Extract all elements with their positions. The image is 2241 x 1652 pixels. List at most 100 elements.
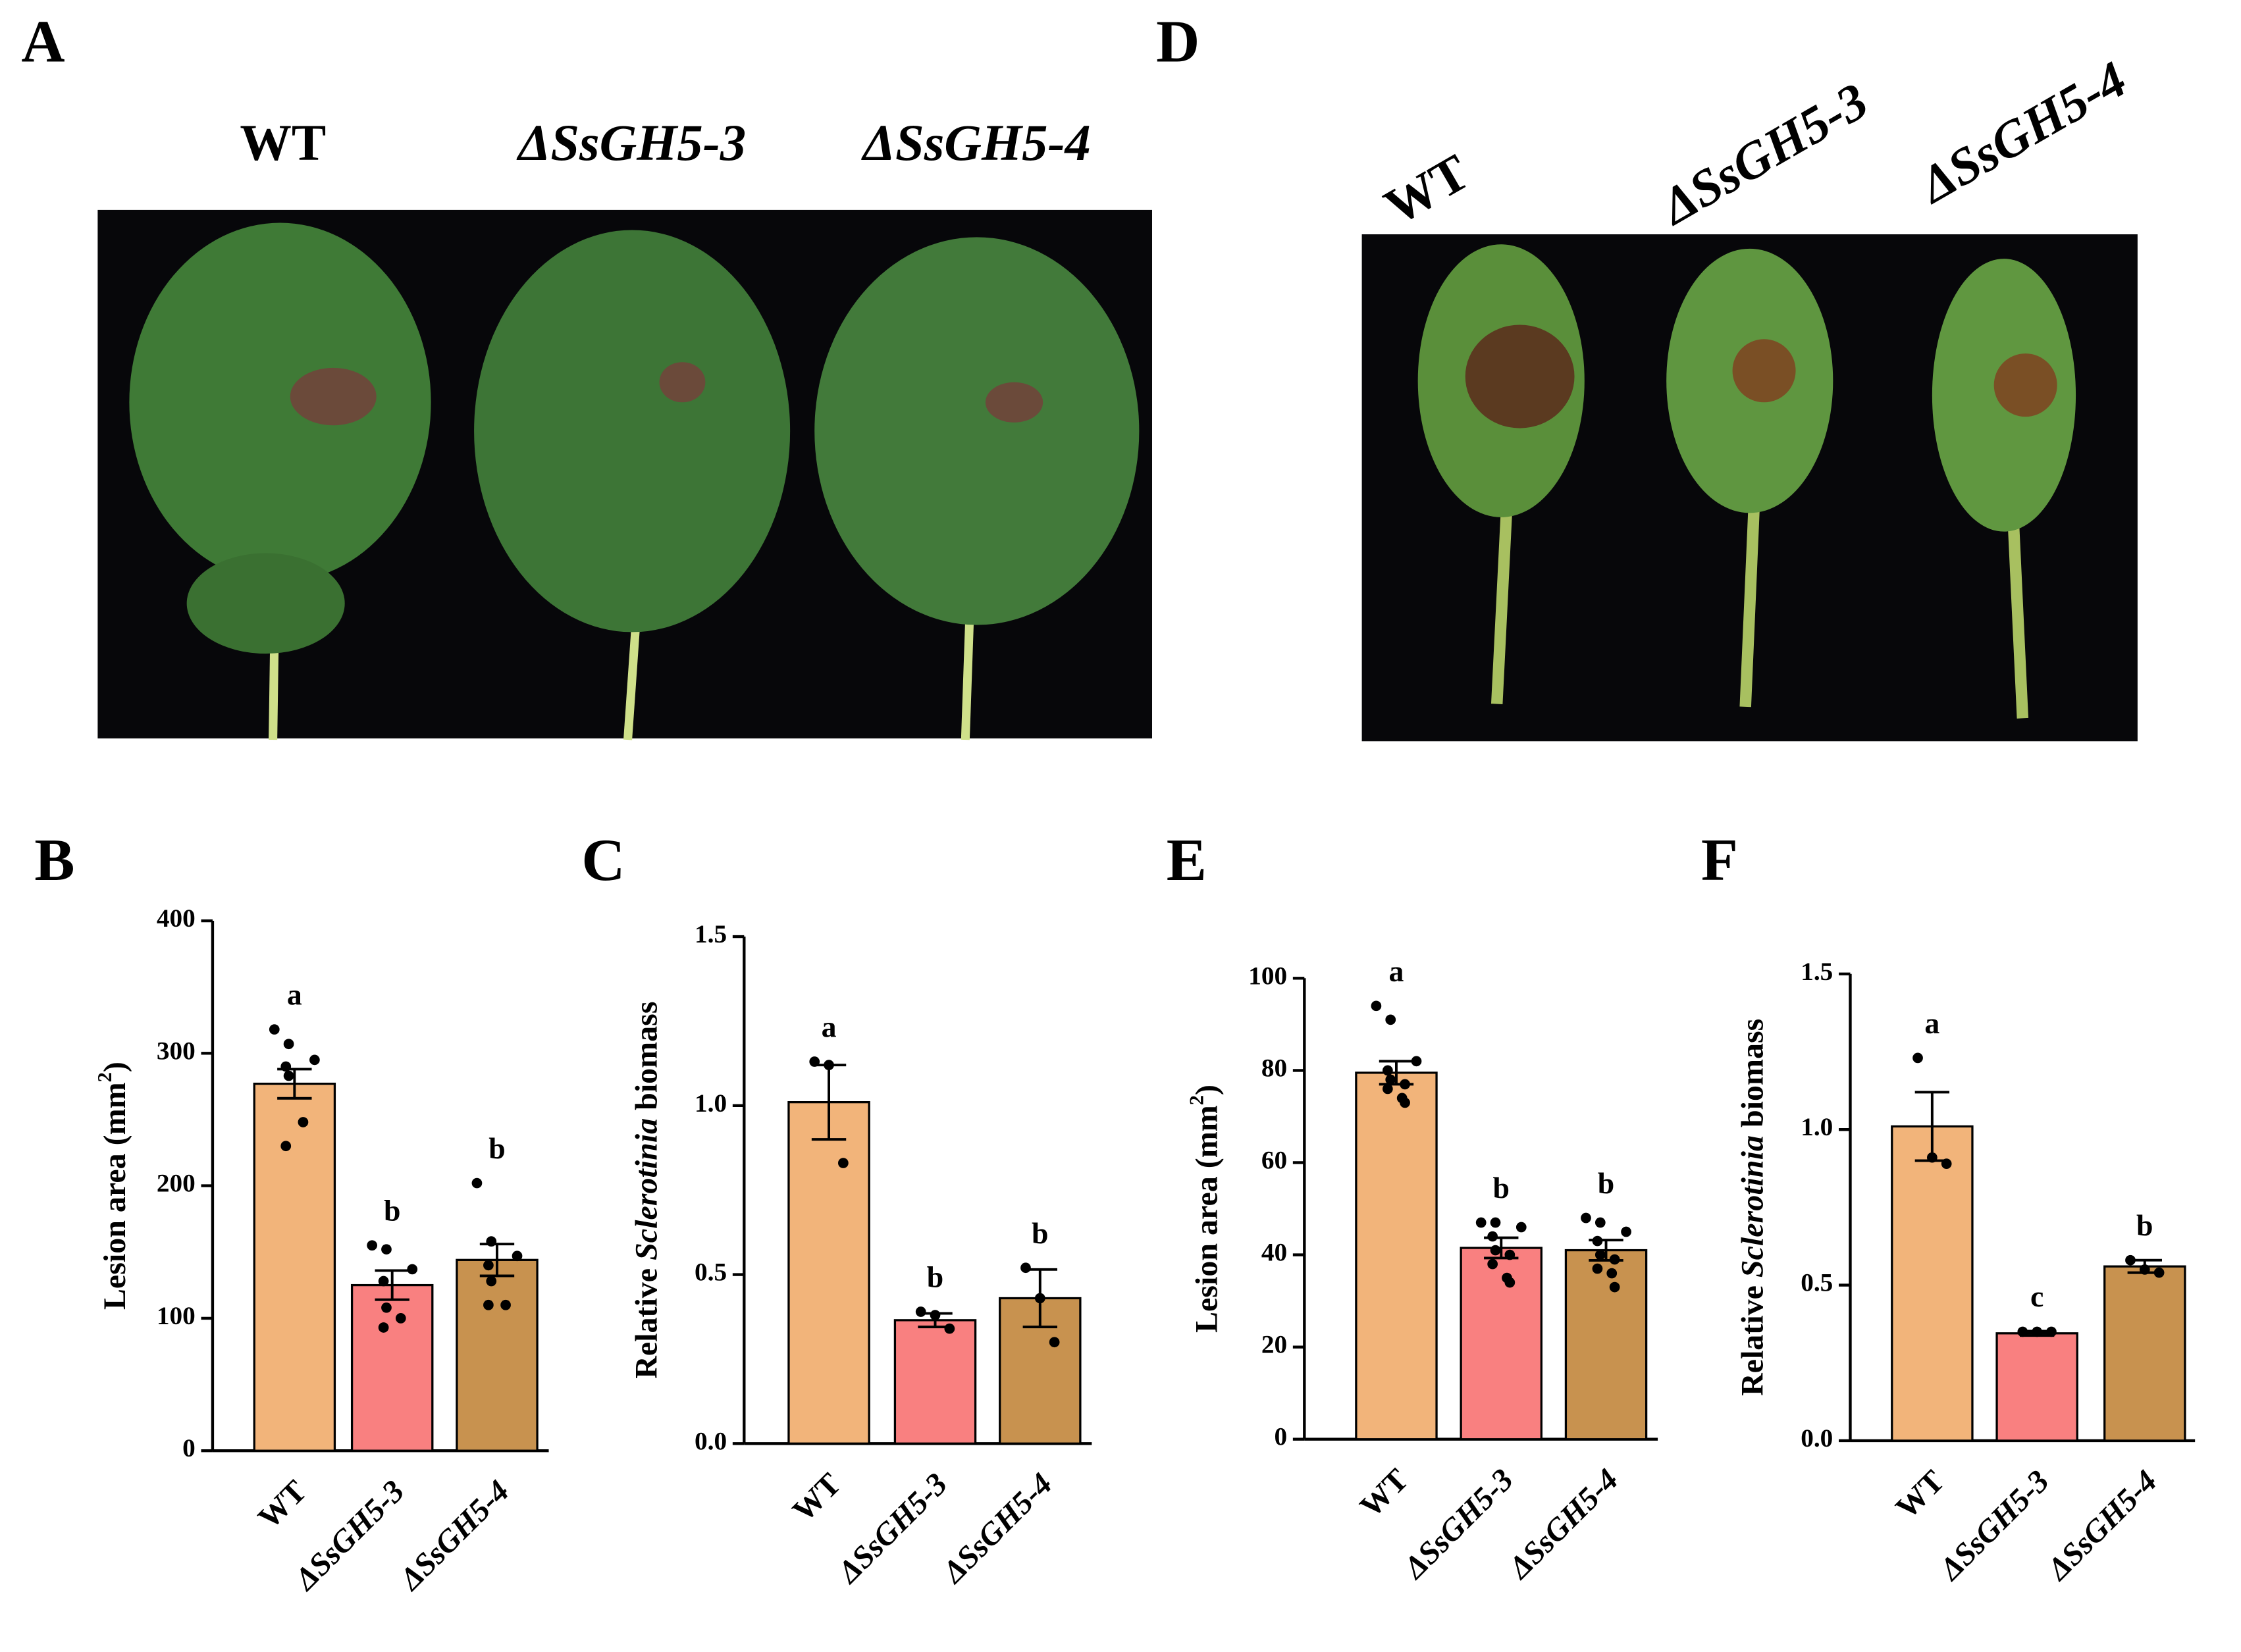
- y-axis-label-part: Sclerotinia: [629, 1118, 664, 1260]
- bar: [2103, 1265, 2186, 1442]
- y-axis-label: Lesion area (mm2): [1185, 1085, 1224, 1333]
- x-tick-label: ΔSsGH5-4: [935, 1466, 1059, 1590]
- leaf: [129, 222, 431, 582]
- data-point: [1371, 1000, 1382, 1012]
- panel-label: D: [1156, 7, 1200, 74]
- data-point: [1941, 1158, 1952, 1170]
- significance-letter: b: [927, 1260, 943, 1294]
- data-point: [1385, 1014, 1396, 1025]
- lesion: [1465, 324, 1575, 428]
- data-point: [1504, 1249, 1516, 1260]
- y-tick-label: 200: [157, 1170, 196, 1198]
- data-point: [367, 1240, 378, 1251]
- data-point: [1475, 1217, 1487, 1228]
- data-point: [1592, 1235, 1603, 1247]
- data-point: [1606, 1268, 1618, 1279]
- significance-letter: a: [287, 978, 302, 1012]
- data-point: [1927, 1152, 1938, 1163]
- data-point: [407, 1264, 418, 1275]
- y-axis-label-part: ): [1189, 1085, 1224, 1095]
- significance-letter: a: [1924, 1006, 1939, 1040]
- panel-label: F: [1701, 826, 1738, 893]
- significance-letter: b: [1493, 1171, 1510, 1204]
- data-point: [381, 1302, 392, 1313]
- x-tick-label: WT: [251, 1474, 313, 1536]
- data-point: [483, 1260, 494, 1271]
- y-tick-label: 0.5: [1801, 1269, 1833, 1297]
- panel-label: A: [21, 7, 65, 74]
- significance-letter: c: [2030, 1279, 2043, 1313]
- x-tick-label: ΔSsGH5-3: [830, 1466, 954, 1590]
- data-point: [269, 1024, 280, 1035]
- data-point: [486, 1276, 497, 1287]
- data-point: [1400, 1097, 1410, 1108]
- y-axis-label: Relative Sclerotinia biomass: [1735, 1019, 1770, 1396]
- photo-d: [1361, 234, 2138, 742]
- significance-letter: a: [822, 1010, 837, 1044]
- data-point: [838, 1158, 849, 1168]
- y-axis-label-part: biomass: [629, 1001, 664, 1118]
- data-point: [1487, 1258, 1498, 1270]
- data-point: [1490, 1245, 1501, 1256]
- y-tick-label: 1.5: [1801, 958, 1833, 986]
- data-point: [1912, 1052, 1923, 1064]
- photo-label: ΔSsGH5-4: [861, 114, 1091, 171]
- significance-letter: a: [1389, 954, 1404, 988]
- error-bar: [375, 1269, 409, 1301]
- y-tick-label: 1.5: [695, 920, 727, 948]
- data-point: [378, 1322, 389, 1333]
- bar: [787, 1101, 870, 1445]
- y-tick-label: 0: [182, 1434, 196, 1462]
- bar: [456, 1258, 539, 1452]
- data-point: [1595, 1249, 1606, 1260]
- bar: [1355, 1071, 1438, 1441]
- photo-label: ΔSsGH5-3: [1650, 72, 1878, 236]
- data-point: [1609, 1281, 1620, 1293]
- panel-label: C: [581, 826, 625, 893]
- stem: [1739, 474, 1762, 708]
- x-tick-label: WT: [786, 1466, 848, 1528]
- bar: [350, 1283, 434, 1452]
- photo-label: WT: [1375, 143, 1478, 236]
- data-point: [1049, 1337, 1060, 1348]
- data-point: [381, 1244, 392, 1255]
- significance-letter: b: [2136, 1208, 2153, 1242]
- y-axis-label-part: Relative: [629, 1260, 664, 1379]
- significance-letter: b: [384, 1194, 400, 1227]
- y-tick-label: 400: [157, 904, 196, 933]
- data-point: [1383, 1065, 1393, 1076]
- data-point: [1609, 1254, 1620, 1265]
- significance-letter: b: [488, 1131, 505, 1165]
- data-point: [471, 1177, 483, 1189]
- y-tick-label: 100: [157, 1302, 196, 1330]
- x-tick-label: ΔSsGH5-4: [1501, 1462, 1625, 1586]
- significance-letter: b: [1598, 1166, 1614, 1200]
- data-point: [486, 1236, 497, 1247]
- data-point: [2032, 1326, 2043, 1337]
- x-tick-label: ΔSsGH5-3: [1932, 1464, 2055, 1587]
- data-point: [1581, 1212, 1591, 1224]
- y-tick-label: 0.0: [1801, 1424, 1833, 1453]
- data-point: [1595, 1217, 1606, 1228]
- x-tick-label: ΔSsGH5-4: [392, 1474, 515, 1597]
- data-point: [298, 1117, 309, 1127]
- lesion: [659, 362, 706, 403]
- data-point: [512, 1251, 523, 1262]
- photo-label: ΔSsGH5-3: [516, 114, 746, 171]
- leaf: [474, 230, 791, 632]
- data-point: [1020, 1262, 1031, 1274]
- y-axis-label-part: ): [97, 1062, 132, 1072]
- x-tick-label: WT: [1354, 1462, 1415, 1524]
- x-tick-label: ΔSsGH5-3: [1396, 1462, 1519, 1586]
- y-tick-label: 1.0: [1801, 1113, 1833, 1141]
- photo-label: ΔSsGH5-4: [1908, 50, 2136, 215]
- photo-label: WT: [240, 114, 326, 171]
- y-tick-label: 0.5: [695, 1258, 727, 1287]
- data-point: [824, 1060, 834, 1071]
- data-point: [2139, 1264, 2150, 1275]
- lesion: [1993, 353, 2057, 417]
- data-point: [500, 1299, 511, 1310]
- data-point: [809, 1056, 820, 1067]
